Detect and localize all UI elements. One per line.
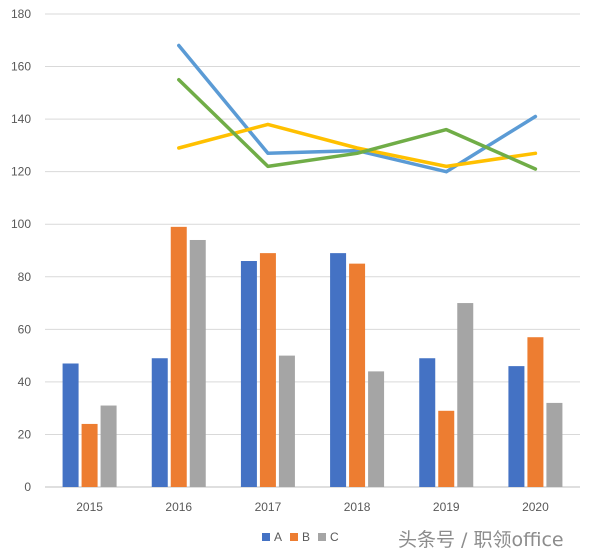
lines <box>177 43 538 174</box>
y-tick-label: 80 <box>18 270 32 284</box>
x-tick-label: 2015 <box>76 500 103 514</box>
watermark: 头条号 / 职领office <box>398 529 564 551</box>
y-tick-label: 140 <box>11 112 31 126</box>
y-tick-label: 180 <box>11 7 31 21</box>
legend-swatch-a <box>262 533 270 541</box>
bar-b-2016 <box>170 226 187 487</box>
x-tick-label: 2016 <box>165 500 192 514</box>
x-tick-label: 2020 <box>522 500 549 514</box>
bar-a-2018 <box>330 253 347 487</box>
y-tick-label: 60 <box>18 322 32 336</box>
bar-a-2015 <box>62 363 79 487</box>
bar-a-2016 <box>151 358 168 487</box>
line-series-2 <box>177 122 538 169</box>
bar-b-2018 <box>349 263 366 487</box>
legend-swatch-b <box>290 533 298 541</box>
bar-c-2018 <box>368 371 385 487</box>
line-series-3 <box>177 77 538 171</box>
bar-c-2020 <box>546 402 563 487</box>
y-tick-label: 160 <box>11 60 31 74</box>
x-tick-label: 2019 <box>433 500 460 514</box>
bar-b-2015 <box>81 423 98 487</box>
bar-b-2019 <box>438 410 455 487</box>
legend-swatch-c <box>318 533 326 541</box>
legend-label-b: B <box>302 530 310 544</box>
y-tick-label: 100 <box>11 217 31 231</box>
legend-label-c: C <box>330 530 339 544</box>
bar-c-2015 <box>100 405 117 487</box>
bar-a-2020 <box>508 366 525 487</box>
bar-c-2016 <box>189 239 206 487</box>
y-tick-label: 120 <box>11 165 31 179</box>
x-tick-label: 2018 <box>344 500 371 514</box>
line-series-1 <box>177 43 538 174</box>
bar-a-2019 <box>419 358 436 487</box>
bar-a-2017 <box>240 261 257 487</box>
bar-b-2020 <box>527 337 544 487</box>
bar-c-2017 <box>278 355 295 487</box>
y-tick-label: 20 <box>18 427 32 441</box>
bar-c-2019 <box>457 303 474 487</box>
bar-b-2017 <box>259 253 276 487</box>
x-tick-label: 2017 <box>255 500 282 514</box>
legend-label-a: A <box>274 530 282 544</box>
gridlines <box>45 13 580 488</box>
bars <box>62 226 563 487</box>
x-axis-ticks: 2015 2016 2017 2018 2019 2020 <box>76 500 549 514</box>
y-tick-label: 0 <box>24 480 31 494</box>
legend: A B C <box>262 530 339 544</box>
y-tick-label: 40 <box>18 375 32 389</box>
y-axis-ticks: 0 20 40 60 80 100 120 140 160 180 <box>11 7 31 494</box>
